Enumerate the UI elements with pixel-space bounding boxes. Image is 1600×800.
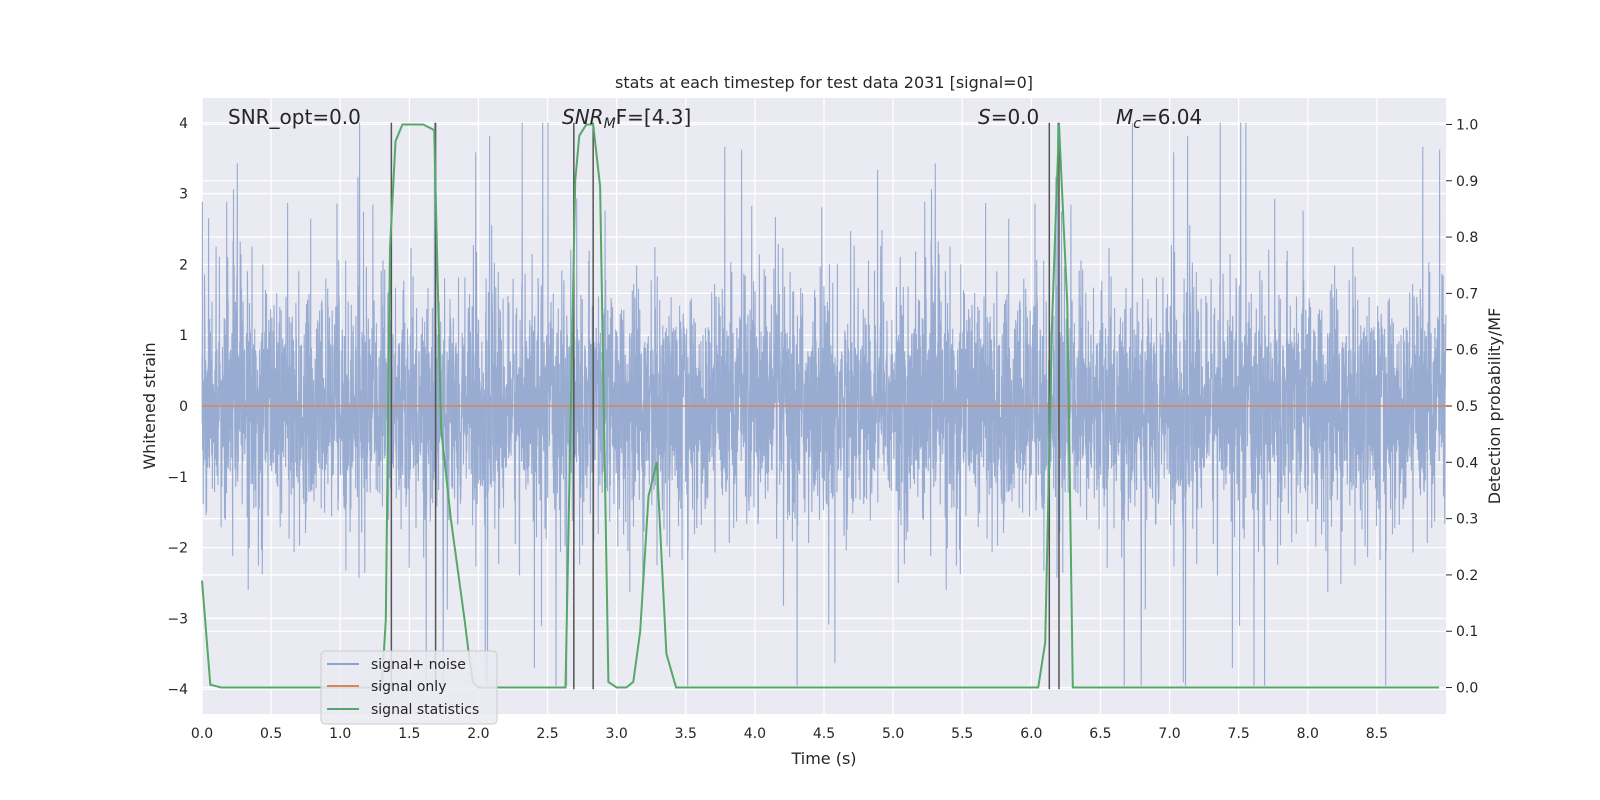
annotation-mc-sub: c: [1133, 116, 1141, 132]
y2-tick-label: 0.2: [1456, 568, 1478, 584]
noise-series: [201, 122, 1447, 686]
y2-tick-label: 0.4: [1456, 455, 1478, 471]
y-tick-label: 4: [179, 116, 188, 132]
y-tick-label: 2: [179, 257, 188, 273]
annotation-snr-mf-rest: F=[4.3]: [616, 105, 692, 129]
y-axis-label: Whitened strain: [140, 342, 159, 469]
annotation-mc-main: M: [1116, 105, 1133, 129]
x-tick-label: 5.5: [951, 726, 973, 742]
y-ticks: 4 3 2 1 0 −1 −2 −3 −4: [167, 116, 188, 698]
annotation-s-rest: =0.0: [991, 105, 1040, 129]
y2-tick-label: 0.7: [1456, 286, 1478, 302]
y-tick-label: −1: [167, 470, 188, 486]
annotation-mc-rest: =6.04: [1141, 105, 1202, 129]
legend-label-statistics: signal statistics: [371, 702, 479, 718]
y2-tick-label: 0.3: [1456, 512, 1478, 528]
x-tick-label: 1.5: [398, 726, 420, 742]
y-tick-label: 1: [179, 328, 188, 344]
y-tick-label: 0: [179, 399, 188, 415]
legend-label-noise: signal+ noise: [371, 657, 466, 673]
x-tick-label: 7.5: [1228, 726, 1250, 742]
x-ticks: 0.0 0.5 1.0 1.5 2.0 2.5 3.0 3.5 4.0 4.5 5.0 5.5 6.0 6…: [191, 726, 1388, 742]
x-tick-label: 4.0: [744, 726, 766, 742]
x-tick-label: 3.0: [606, 726, 628, 742]
y2-tick-label: 1.0: [1456, 117, 1478, 133]
y2-ticks: 1.0 0.9 0.8 0.7 0.6 0.5 0.4 0.3 0.2 0.1 0.0: [1446, 117, 1478, 697]
x-tick-label: 0.0: [191, 726, 213, 742]
x-tick-label: 2.5: [536, 726, 558, 742]
annotation-snr-mf: SNRMF=[4.3]: [562, 105, 691, 132]
x-tick-label: 2.0: [467, 726, 489, 742]
x-tick-label: 6.0: [1020, 726, 1042, 742]
annotation-s: S=0.0: [978, 105, 1039, 129]
y-tick-label: −3: [167, 611, 188, 627]
y2-tick-label: 0.0: [1456, 681, 1478, 697]
annotation-snr-opt: SNR_opt=0.0: [228, 105, 361, 129]
annotation-snr-mf-main: SNR: [562, 105, 604, 129]
x-tick-label: 4.5: [813, 726, 835, 742]
y2-tick-label: 0.1: [1456, 624, 1478, 640]
y-tick-label: −4: [167, 682, 188, 698]
x-axis-label: Time (s): [790, 749, 856, 768]
x-tick-label: 3.5: [675, 726, 697, 742]
legend-label-signal-only: signal only: [371, 679, 446, 695]
legend-box: [320, 650, 498, 725]
y2-tick-label: 0.5: [1456, 399, 1478, 415]
x-tick-label: 7.0: [1158, 726, 1180, 742]
x-tick-label: 0.5: [260, 726, 282, 742]
annotation-snr-mf-sub: M: [604, 116, 616, 132]
x-tick-label: 5.0: [882, 726, 904, 742]
annotation-s-main: S: [978, 105, 991, 129]
x-tick-label: 6.5: [1089, 726, 1111, 742]
x-tick-label: 8.5: [1366, 726, 1388, 742]
statistics-line: [201, 123, 1440, 689]
y-tick-label: −2: [167, 541, 188, 557]
annotation-mc: Mc=6.04: [1116, 105, 1202, 132]
legend: signal+ noise signal only signal statist…: [320, 650, 498, 725]
y2-tick-label: 0.9: [1456, 174, 1478, 190]
y2-axis-label: Detection probability/MF: [1485, 308, 1504, 505]
x-tick-label: 8.0: [1297, 726, 1319, 742]
y2-tick-label: 0.8: [1456, 230, 1478, 246]
noise-trace: [201, 122, 1447, 686]
y-tick-label: 3: [179, 187, 188, 203]
chart-title: stats at each timestep for test data 203…: [615, 73, 1033, 92]
x-tick-label: 1.0: [329, 726, 351, 742]
y2-tick-label: 0.6: [1456, 343, 1478, 359]
